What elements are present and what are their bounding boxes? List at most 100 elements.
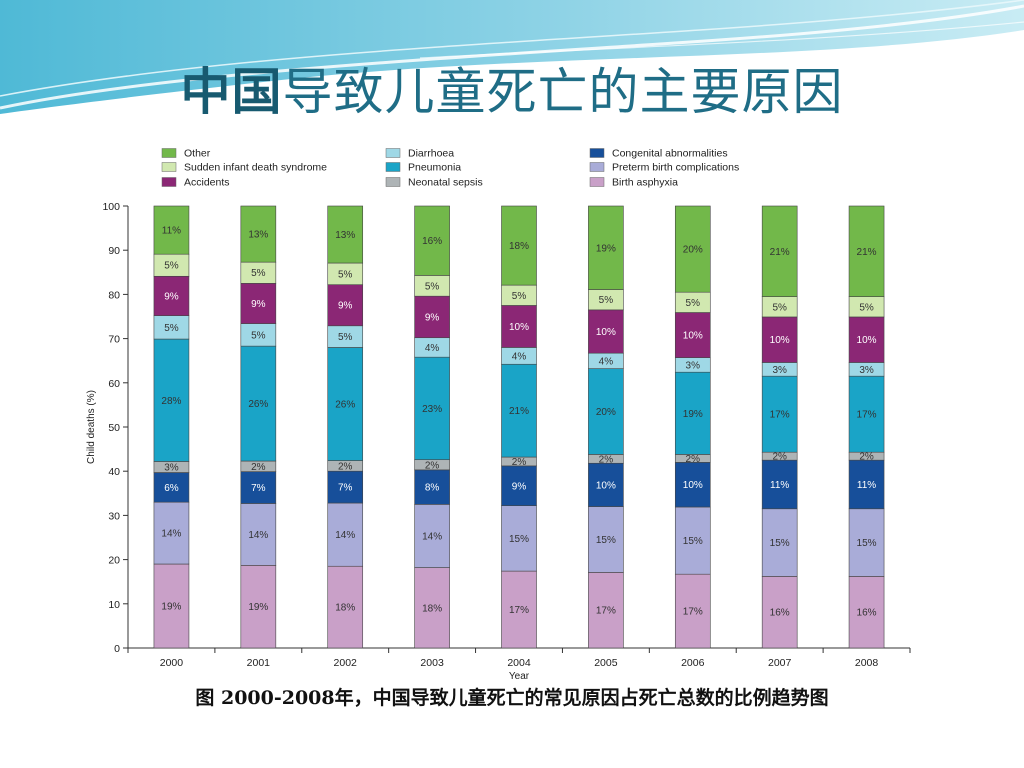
legend-swatch-diarrhoea <box>385 148 401 158</box>
data-label-2004-sudden-infant-death-syndrome: 5% <box>512 291 527 302</box>
bar-2007-pneumonia <box>761 375 798 453</box>
data-label-2008-pneumonia: 17% <box>857 410 877 421</box>
bar-2002-other <box>327 205 364 264</box>
header-wave <box>0 0 1024 114</box>
legend-label-sudden-infant-death-syndrome: Sudden infant death syndrome <box>184 162 327 174</box>
data-label-2003-diarrhoea: 4% <box>425 343 440 354</box>
data-label-2000-sudden-infant-death-syndrome: 5% <box>164 261 179 272</box>
data-label-2008-diarrhoea: 3% <box>859 365 874 376</box>
y-tick-label-80: 80 <box>108 289 120 301</box>
legend-swatch-accidents <box>161 177 177 187</box>
data-label-2008-birth-asphyxia: 16% <box>857 608 877 619</box>
data-label-2001-neonatal-sepsis: 2% <box>251 462 266 473</box>
data-label-2007-congenital-abnormalities: 11% <box>770 480 789 491</box>
bar-2003-pneumonia <box>414 356 450 461</box>
stacked-bar-chart: Other Sudden infant death syndrome Acciden… <box>86 148 911 682</box>
legend-swatch-other <box>161 148 177 158</box>
legend-label-pneumonia: Pneumonia <box>408 162 461 174</box>
header-wave-line-2 <box>0 0 1024 97</box>
data-label-2003-preterm-birth-complications: 14% <box>422 531 442 542</box>
data-label-2006-accidents: 10% <box>683 331 703 342</box>
legend-label-other: Other <box>184 148 211 160</box>
bar-2000-congenital-abnormalities <box>153 472 190 503</box>
data-label-2001-accidents: 9% <box>251 299 266 310</box>
x-tick-label-2000: 2000 <box>160 657 184 669</box>
data-label-2002-birth-asphyxia: 18% <box>335 603 355 614</box>
data-label-2002-neonatal-sepsis: 2% <box>338 461 353 472</box>
bar-2007-other <box>761 205 798 297</box>
data-label-2003-other: 16% <box>422 236 442 247</box>
x-tick-label-2006: 2006 <box>681 657 705 669</box>
y-tick-label-90: 90 <box>108 245 120 257</box>
bar-2001-birth-asphyxia <box>240 565 277 649</box>
data-label-2006-preterm-birth-complications: 15% <box>683 536 703 547</box>
legend-swatch-sudden-infant-death-syndrome <box>161 162 177 172</box>
legend-swatch-birth-asphyxia <box>589 177 605 187</box>
y-tick-label-40: 40 <box>108 466 120 478</box>
legend-label-diarrhoea: Diarrhoea <box>408 148 454 160</box>
data-label-2008-preterm-birth-complications: 15% <box>857 538 877 549</box>
data-label-2005-preterm-birth-complications: 15% <box>596 535 616 546</box>
data-label-2000-preterm-birth-complications: 14% <box>161 529 181 540</box>
bar-2001-other <box>240 205 277 263</box>
data-label-2007-sudden-infant-death-syndrome: 5% <box>772 302 787 313</box>
y-tick-label-20: 20 <box>108 555 120 567</box>
header-wave-line-3 <box>419 21 1024 59</box>
data-label-2003-neonatal-sepsis: 2% <box>425 460 440 471</box>
legend-label-congenital-abnormalities: Congenital abnormalities <box>612 148 728 160</box>
y-tick-label-100: 100 <box>102 201 120 213</box>
bar-2007-accidents <box>761 316 798 363</box>
bar-2001-pneumonia <box>240 345 277 462</box>
legend-swatch-preterm-birth-complications <box>589 162 605 172</box>
bar-2003-birth-asphyxia <box>414 567 450 649</box>
legend-swatch-pneumonia <box>385 162 401 172</box>
bar-2007-birth-asphyxia <box>761 576 798 649</box>
bar-2000-birth-asphyxia <box>153 563 190 649</box>
data-label-2007-preterm-birth-complications: 15% <box>770 538 790 549</box>
data-label-2000-congenital-abnormalities: 6% <box>164 483 179 494</box>
data-label-2004-other: 18% <box>509 241 529 252</box>
data-label-2001-birth-asphyxia: 19% <box>248 602 268 613</box>
data-label-2003-birth-asphyxia: 18% <box>422 603 442 614</box>
bar-2002-pneumonia <box>327 347 364 461</box>
bar-2003-other <box>414 205 450 276</box>
data-label-2008-other: 21% <box>857 247 877 258</box>
bar-2005-preterm-birth-complications <box>588 506 624 573</box>
bar-2004-birth-asphyxia <box>501 570 537 649</box>
data-label-2006-congenital-abnormalities: 10% <box>683 480 703 491</box>
y-tick-label-10: 10 <box>108 599 120 611</box>
bar-2006-preterm-birth-complications <box>674 506 711 575</box>
bar-2002-accidents <box>327 284 364 327</box>
y-axis-title: Child deaths (%) <box>86 390 97 464</box>
data-label-2008-accidents: 10% <box>857 335 877 346</box>
data-label-2005-birth-asphyxia: 17% <box>596 606 616 617</box>
x-tick-label-2002: 2002 <box>334 657 358 669</box>
bar-2007-preterm-birth-complications <box>761 508 798 577</box>
bar-2002-preterm-birth-complications <box>327 502 364 567</box>
data-label-2008-congenital-abnormalities: 11% <box>857 480 876 491</box>
legend-label-preterm-birth-complications: Preterm birth complications <box>612 162 739 174</box>
bar-2008-other <box>848 205 885 297</box>
data-label-2007-other: 21% <box>770 247 790 258</box>
slide-title-highlight: 中国 <box>180 63 283 121</box>
x-tick-label-2007: 2007 <box>768 657 792 669</box>
bar-2006-birth-asphyxia <box>674 573 711 649</box>
data-label-2004-pneumonia: 21% <box>509 406 529 417</box>
x-tick-label-2001: 2001 <box>247 657 271 669</box>
bar-2003-accidents <box>414 295 450 339</box>
y-tick-label-0: 0 <box>114 643 120 655</box>
data-label-2002-other: 13% <box>335 230 355 241</box>
x-tick-label-2005: 2005 <box>594 657 618 669</box>
data-label-2007-birth-asphyxia: 16% <box>770 608 790 619</box>
data-label-2000-pneumonia: 28% <box>161 396 181 407</box>
bar-2004-other <box>501 205 537 286</box>
bar-2000-accidents <box>153 275 190 316</box>
data-label-2007-neonatal-sepsis: 2% <box>772 452 787 463</box>
data-label-2005-sudden-infant-death-syndrome: 5% <box>599 295 614 306</box>
bar-2006-other <box>674 205 711 293</box>
data-label-2004-birth-asphyxia: 17% <box>509 605 529 616</box>
bar-2001-accidents <box>240 283 277 324</box>
bar-2001-congenital-abnormalities <box>240 471 277 504</box>
slide-title: 中国导致儿童死亡的主要原因 <box>0 52 1024 124</box>
data-label-2004-diarrhoea: 4% <box>512 351 527 362</box>
